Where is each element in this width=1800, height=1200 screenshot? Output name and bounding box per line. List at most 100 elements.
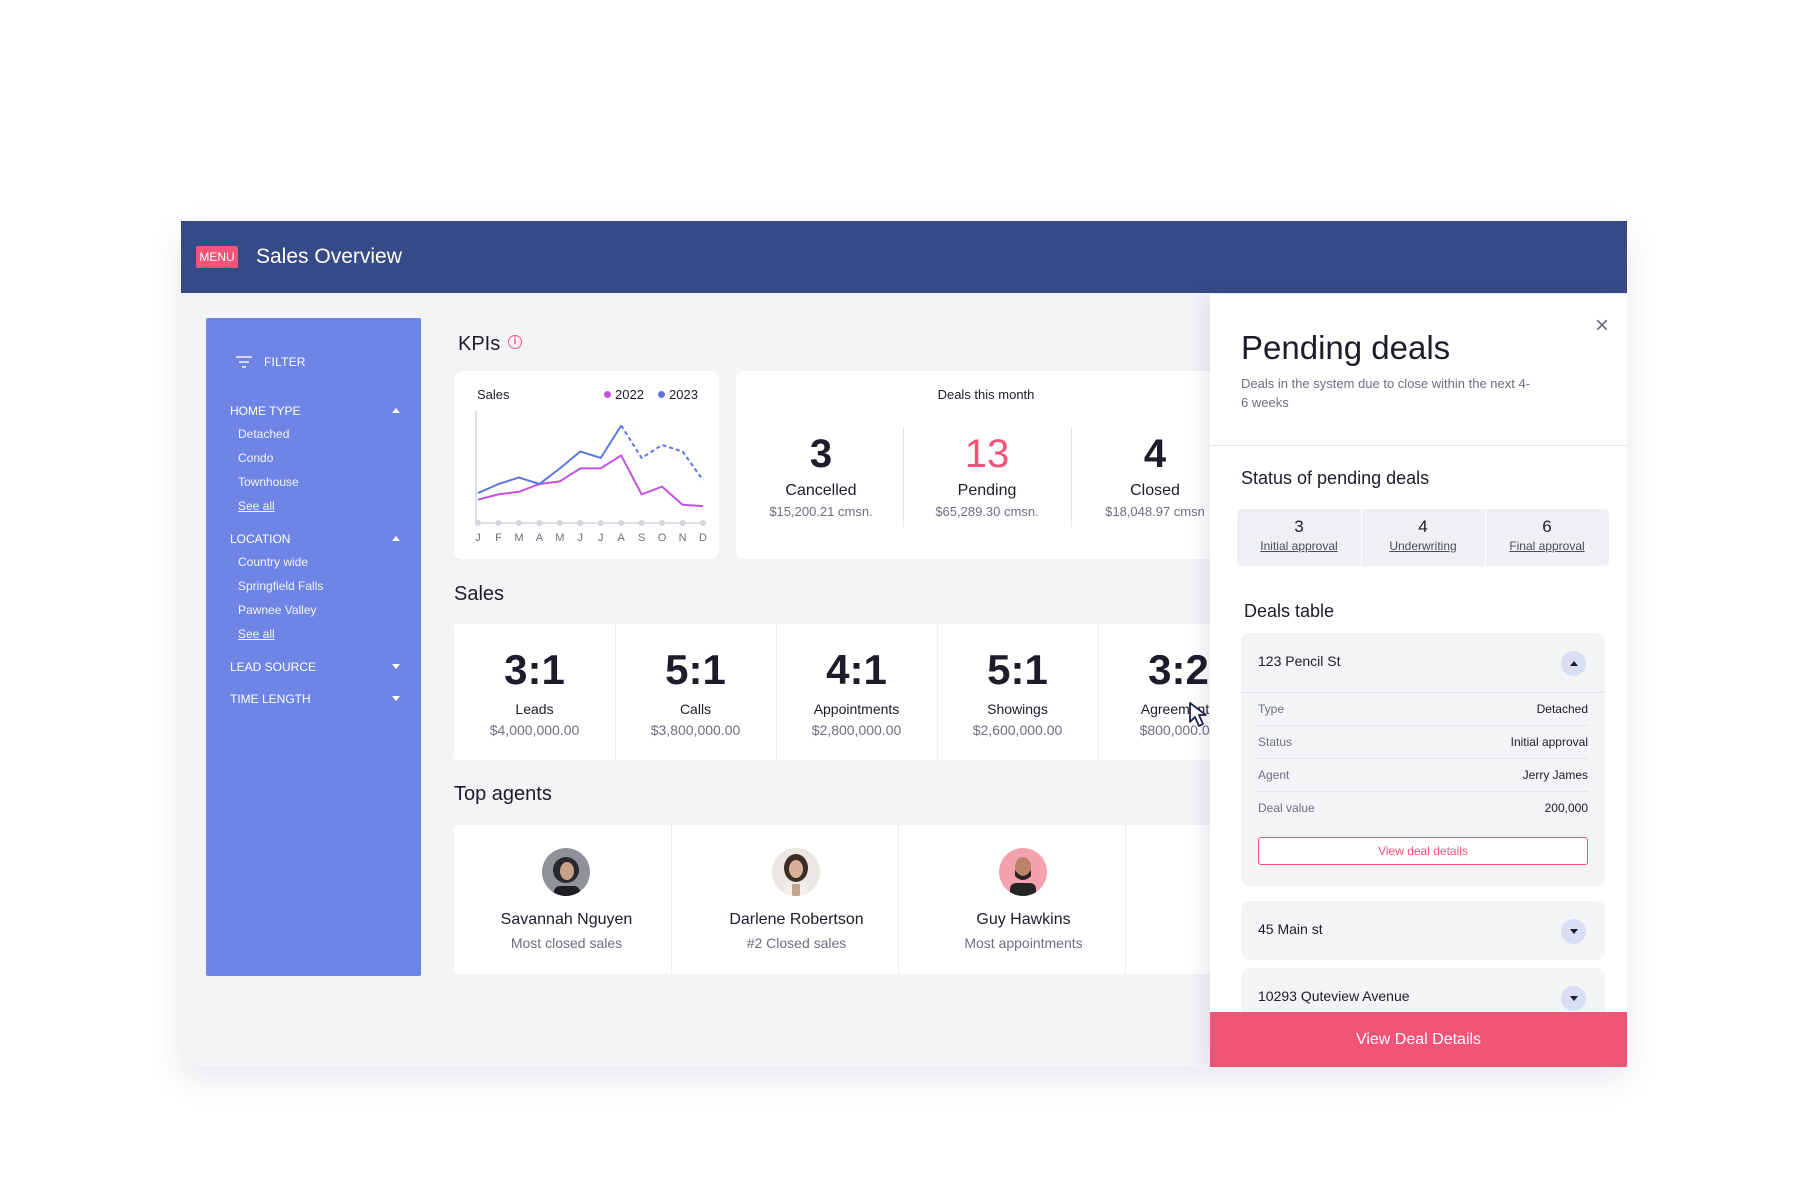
agent-card[interactable]: Darlene Robertson #2 Closed sales — [684, 825, 909, 974]
section-home-type[interactable]: HOME TYPE — [230, 402, 400, 420]
legend-2023: 2023 — [658, 387, 698, 402]
ratio-label: Appointments — [813, 701, 900, 717]
x-tick-dot — [618, 520, 625, 526]
series-line-2022 — [477, 453, 704, 508]
deal-stat-label: Cancelled — [785, 482, 857, 499]
deal-stat-label: Pending — [957, 482, 1017, 499]
x-tick-dot — [659, 520, 666, 526]
section-time-length-title: TIME LENGTH — [230, 692, 311, 706]
deal-stat-label: Closed — [1130, 482, 1180, 499]
filter-option-detached[interactable]: Detached — [238, 427, 290, 441]
divider — [1098, 624, 1099, 760]
deal-stat-cancelled[interactable]: 3 Cancelled $15,200.21 cmsn. — [736, 431, 906, 519]
chart-title: Sales — [477, 387, 510, 402]
x-tick-label: S — [638, 532, 645, 544]
section-time-length[interactable]: TIME LENGTH — [230, 690, 400, 708]
filter-option-townhouse[interactable]: Townhouse — [238, 475, 299, 489]
ratio-amount: $800,000.00 — [1139, 722, 1218, 738]
agent-role: #2 Closed sales — [746, 935, 847, 951]
detail-key: Status — [1258, 735, 1293, 749]
view-deal-details-cta[interactable]: View Deal Details — [1210, 1012, 1627, 1067]
kpis-heading: KPIs — [458, 333, 501, 355]
deal-detail-row: Status Initial approval — [1258, 726, 1588, 759]
panel-title: Pending deals — [1241, 329, 1451, 366]
detail-value: Detached — [1536, 702, 1588, 716]
expand-arrow-icon — [392, 696, 400, 701]
deal-stat-amount: $18,048.97 cmsn — [1105, 504, 1205, 519]
close-icon[interactable]: × — [1594, 312, 1609, 339]
location-see-all-link[interactable]: See all — [238, 627, 275, 641]
agent-name: Darlene Robertson — [729, 911, 864, 928]
deal-address[interactable]: 10293 Quteview Avenue — [1258, 988, 1410, 1004]
filter-option-country-wide[interactable]: Country wide — [238, 555, 309, 569]
deal-stat-value: 4 — [1143, 432, 1167, 476]
agent-card[interactable]: Savannah Nguyen Most closed sales — [454, 825, 679, 974]
divider — [1485, 509, 1486, 566]
filter-option-springfield-falls[interactable]: Springfield Falls — [238, 579, 324, 593]
deal-stat-amount: $15,200.21 cmsn. — [769, 504, 873, 519]
chevron-up-icon[interactable] — [1561, 651, 1586, 676]
series-line-2023 — [477, 424, 623, 495]
legend-label-2023: 2023 — [669, 387, 698, 402]
deal-stat-pending[interactable]: 13 Pending $65,289.30 cmsn. — [902, 431, 1072, 519]
series-line-2023-forecast — [620, 424, 704, 481]
status-count: 4 — [1418, 517, 1428, 536]
deals-table-heading: Deals table — [1244, 601, 1335, 621]
app-window: MENU Sales Overview FILTER HOME TYPE Det… — [181, 221, 1627, 1067]
deal-address[interactable]: 45 Main st — [1258, 921, 1323, 937]
home-type-see-all-link[interactable]: See all — [238, 499, 275, 513]
ratio-label: Showings — [987, 701, 1048, 717]
ratio-amount: $3,800,000.00 — [650, 722, 741, 738]
chevron-down-icon[interactable] — [1561, 919, 1586, 944]
x-tick-dot — [475, 520, 481, 526]
ratio-amount: $4,000,000.00 — [489, 722, 580, 738]
status-underwriting[interactable]: 4 Underwriting — [1361, 509, 1485, 566]
pending-deals-panel: × Pending deals Deals in the system due … — [1210, 294, 1627, 1067]
deal-stat-value: 13 — [964, 432, 1010, 476]
deal-stat-amount: $65,289.30 cmsn. — [935, 504, 1039, 519]
x-tick-label: M — [555, 532, 564, 544]
avatar — [542, 848, 590, 896]
deal-detail-row: Agent Jerry James — [1258, 759, 1588, 792]
filter-option-condo[interactable]: Condo — [238, 451, 274, 465]
x-tick-dot — [577, 520, 584, 526]
view-deal-details-button[interactable]: View deal details — [1258, 837, 1588, 865]
section-home-type-title: HOME TYPE — [230, 404, 301, 418]
x-tick-label: A — [618, 532, 626, 544]
info-icon[interactable]: i — [508, 335, 522, 349]
x-tick-dot — [597, 520, 604, 526]
agent-card[interactable]: Guy Hawkins Most appointments — [911, 825, 1136, 974]
x-tick-dot — [638, 520, 645, 526]
deal-stat-closed[interactable]: 4 Closed $18,048.97 cmsn — [1070, 431, 1240, 519]
ratio-value: 5:1 — [987, 646, 1048, 693]
x-tick-dot — [495, 520, 502, 526]
section-lead-source[interactable]: LEAD SOURCE — [230, 658, 400, 676]
page-title: Sales Overview — [256, 245, 402, 268]
ratio-leads: 3:1 Leads $4,000,000.00 — [454, 624, 615, 760]
filter-option-pawnee-valley[interactable]: Pawnee Valley — [238, 603, 317, 617]
agent-role: Most appointments — [964, 935, 1083, 951]
menu-button[interactable]: MENU — [196, 246, 238, 268]
filter-sidebar: FILTER HOME TYPE Detached Condo Townhous… — [206, 318, 421, 976]
x-tick-label: N — [679, 532, 687, 544]
ratio-value: 3:1 — [504, 646, 565, 693]
x-tick-label: A — [536, 532, 544, 544]
divider — [1241, 692, 1605, 693]
detail-value: Jerry James — [1522, 768, 1588, 782]
section-location[interactable]: LOCATION — [230, 530, 400, 548]
chevron-down-icon[interactable] — [1561, 986, 1586, 1011]
top-header: MENU Sales Overview — [181, 221, 1627, 293]
status-initial-approval[interactable]: 3 Initial approval — [1237, 509, 1361, 566]
section-location-title: LOCATION — [230, 532, 291, 546]
ratio-calls: 5:1 Calls $3,800,000.00 — [615, 624, 776, 760]
x-tick-dot — [556, 520, 563, 526]
avatar — [999, 848, 1047, 896]
filter-toggle[interactable]: FILTER — [236, 352, 306, 372]
divider — [898, 825, 899, 974]
status-final-approval[interactable]: 6 Final approval — [1485, 509, 1609, 566]
deal-address[interactable]: 123 Pencil St — [1258, 653, 1341, 669]
status-heading: Status of pending deals — [1241, 468, 1430, 488]
x-tick-dot — [536, 520, 543, 526]
x-tick-label: O — [658, 532, 667, 544]
